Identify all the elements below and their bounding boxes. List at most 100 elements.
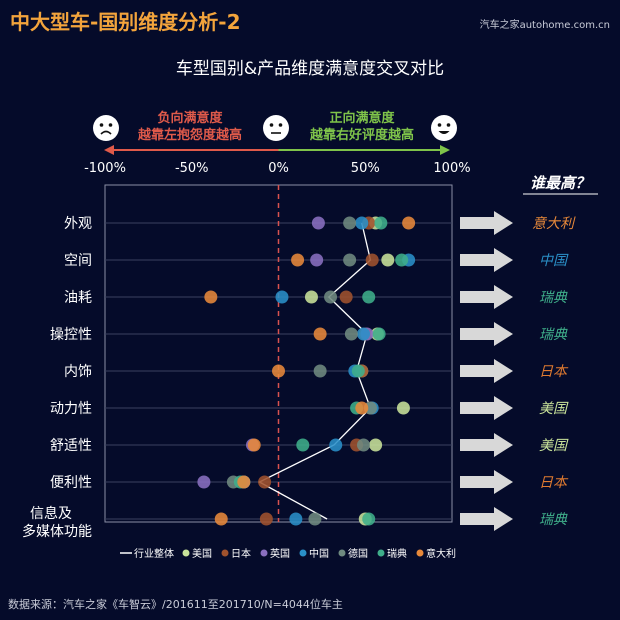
data-point-中国 [275, 290, 289, 304]
winner-label: 瑞典 [539, 327, 568, 343]
x-tick-label: 0% [268, 161, 289, 176]
winner-label: 意大利 [532, 216, 576, 232]
data-point-瑞典 [372, 327, 386, 341]
legend-label: 美国 [192, 547, 212, 560]
data-point-中国 [289, 512, 303, 526]
data-point-瑞典 [296, 438, 310, 452]
data-point-中国 [355, 216, 369, 230]
category-label: 舒适性 [50, 438, 92, 454]
footnote: 数据来源：汽车之家《车智云》/201611至201710/N=4044位车主 [8, 598, 343, 611]
negative-arrow-head [104, 145, 114, 155]
positive-title: 正向满意度 [329, 110, 395, 126]
legend-marker [260, 549, 268, 557]
winner-label: 瑞典 [539, 512, 568, 528]
data-point-英国 [311, 216, 325, 230]
winner-label: 美国 [539, 438, 569, 454]
legend-marker [338, 549, 346, 557]
data-point-美国 [396, 401, 410, 415]
winner-arrow-icon [460, 470, 513, 494]
x-tick-label: -50% [175, 161, 209, 176]
winner-arrow-icon [460, 359, 513, 383]
negative-title: 负向满意度 [157, 110, 223, 126]
data-point-意大利 [272, 364, 285, 378]
winner-arrow-icon [460, 248, 513, 272]
negative-desc: 越靠左抱怨度越高 [137, 127, 242, 143]
x-tick-label: -100% [84, 161, 126, 176]
neutral-face-icon [263, 115, 289, 141]
category-label: 动力性 [50, 401, 92, 417]
data-point-德国 [357, 438, 371, 452]
data-point-瑞典 [362, 290, 376, 304]
category-label: 内饰 [64, 364, 92, 380]
winner-label: 瑞典 [539, 290, 568, 306]
data-point-德国 [344, 327, 358, 341]
data-point-意大利 [237, 475, 251, 489]
data-point-美国 [369, 438, 383, 452]
data-point-德国 [343, 253, 357, 267]
legend-marker [416, 549, 424, 557]
plot-frame [104, 184, 453, 523]
page-title: 中大型车-国别维度分析-2 [10, 10, 241, 34]
category-label: 空间 [64, 253, 92, 269]
winner-arrow-icon [460, 211, 513, 235]
data-point-中国 [357, 327, 371, 341]
category-label: 外观 [64, 216, 92, 232]
category-label: 油耗 [64, 290, 92, 306]
legend-label: 行业整体 [134, 547, 174, 560]
legend-label: 瑞典 [387, 547, 407, 560]
data-point-德国 [313, 364, 327, 378]
positive-desc: 越靠右好评度越高 [309, 127, 414, 143]
data-point-瑞典 [395, 253, 409, 267]
data-point-瑞典 [362, 512, 376, 526]
winner-label: 美国 [539, 401, 569, 417]
winner-label: 日本 [539, 364, 569, 380]
winner-arrow-icon [460, 507, 513, 531]
category-label: 信息及多媒体功能 [22, 505, 92, 540]
legend-marker [299, 549, 307, 557]
legend-label: 英国 [270, 547, 290, 560]
category-label: 便利性 [50, 475, 92, 491]
data-point-美国 [381, 253, 395, 267]
data-point-意大利 [204, 290, 218, 304]
data-point-中国 [329, 438, 343, 452]
data-point-意大利 [355, 401, 369, 415]
legend-label: 德国 [348, 547, 368, 560]
data-point-日本 [258, 475, 272, 489]
data-point-德国 [324, 290, 338, 304]
legend-marker [221, 549, 229, 557]
data-point-意大利 [247, 438, 261, 452]
data-point-日本 [259, 512, 273, 526]
data-point-德国 [308, 512, 322, 526]
winner-arrow-icon [460, 285, 513, 309]
data-point-意大利 [402, 216, 416, 230]
x-tick-label: 50% [351, 161, 380, 176]
winners-title: 谁最高？ [530, 174, 590, 192]
data-point-意大利 [313, 327, 327, 341]
data-point-日本 [339, 290, 353, 304]
legend-marker [182, 549, 190, 557]
happy-face-icon [431, 115, 457, 141]
chart-subtitle: 车型国别&产品维度满意度交叉对比 [175, 59, 445, 79]
watermark: 汽车之家autohome.com.cn [479, 20, 610, 31]
data-point-日本 [365, 253, 379, 267]
data-point-美国 [304, 290, 318, 304]
data-point-瑞典 [374, 216, 388, 230]
legend-label: 日本 [231, 547, 251, 560]
category-label: 操控性 [50, 327, 92, 343]
x-tick-label: 100% [433, 161, 470, 176]
legend-label: 意大利 [426, 547, 456, 560]
winner-arrow-icon [460, 396, 513, 420]
winner-arrow-icon [460, 322, 513, 346]
data-point-意大利 [214, 512, 228, 526]
winner-arrow-icon [460, 433, 513, 457]
data-point-意大利 [291, 253, 305, 267]
legend-marker [377, 549, 385, 557]
sad-face-icon [93, 115, 119, 141]
data-point-德国 [343, 216, 357, 230]
positive-arrow-head [440, 145, 450, 155]
data-point-英国 [310, 253, 324, 267]
data-point-瑞典 [351, 364, 365, 378]
winner-label: 日本 [539, 475, 569, 491]
winner-label: 中国 [539, 253, 569, 269]
